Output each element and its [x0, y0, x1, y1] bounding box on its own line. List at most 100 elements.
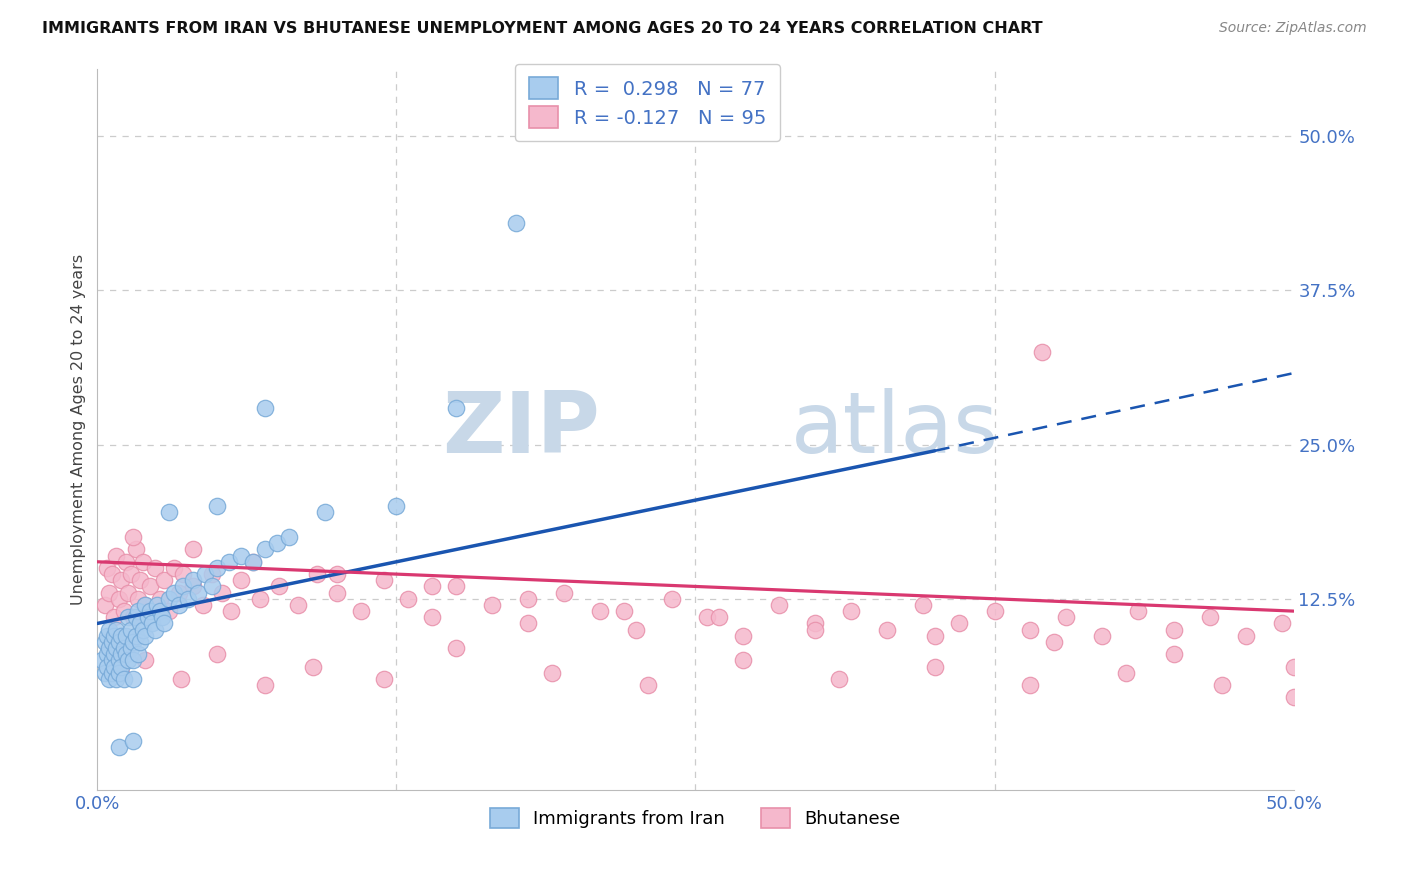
- Point: [181, 574, 204, 588]
- Point: [167, 598, 190, 612]
- Point: [373, 672, 395, 686]
- Point: [108, 739, 131, 754]
- Point: [481, 598, 503, 612]
- Point: [242, 555, 264, 569]
- Point: [108, 635, 131, 649]
- Point: [115, 629, 138, 643]
- Point: [103, 629, 125, 643]
- Point: [157, 604, 180, 618]
- Point: [134, 653, 156, 667]
- Point: [120, 567, 142, 582]
- Point: [253, 542, 276, 557]
- Point: [170, 672, 193, 686]
- Point: [1282, 690, 1305, 705]
- Point: [983, 604, 1005, 618]
- Point: [1091, 629, 1114, 643]
- Text: IMMIGRANTS FROM IRAN VS BHUTANESE UNEMPLOYMENT AMONG AGES 20 TO 24 YEARS CORRELA: IMMIGRANTS FROM IRAN VS BHUTANESE UNEMPL…: [42, 21, 1043, 37]
- Point: [117, 653, 139, 667]
- Point: [314, 506, 336, 520]
- Point: [839, 604, 862, 618]
- Point: [91, 653, 114, 667]
- Point: [1163, 647, 1185, 661]
- Point: [96, 561, 118, 575]
- Point: [93, 635, 115, 649]
- Point: [517, 616, 540, 631]
- Point: [112, 641, 135, 656]
- Point: [696, 610, 718, 624]
- Point: [307, 567, 329, 582]
- Point: [444, 641, 467, 656]
- Point: [541, 665, 564, 680]
- Point: [117, 610, 139, 624]
- Point: [96, 659, 118, 673]
- Point: [804, 623, 827, 637]
- Point: [876, 623, 898, 637]
- Point: [163, 585, 186, 599]
- Point: [444, 401, 467, 415]
- Point: [96, 629, 118, 643]
- Point: [122, 635, 145, 649]
- Point: [242, 555, 264, 569]
- Point: [589, 604, 612, 618]
- Point: [277, 530, 299, 544]
- Point: [108, 591, 131, 606]
- Point: [1211, 678, 1233, 692]
- Point: [100, 567, 122, 582]
- Point: [139, 579, 162, 593]
- Point: [218, 555, 240, 569]
- Point: [148, 604, 170, 618]
- Point: [1163, 623, 1185, 637]
- Point: [733, 653, 755, 667]
- Point: [1126, 604, 1149, 618]
- Point: [103, 610, 125, 624]
- Point: [98, 585, 121, 599]
- Point: [120, 641, 142, 656]
- Point: [1199, 610, 1222, 624]
- Point: [134, 629, 156, 643]
- Point: [924, 659, 946, 673]
- Point: [325, 585, 347, 599]
- Point: [100, 635, 122, 649]
- Point: [117, 585, 139, 599]
- Point: [177, 591, 200, 606]
- Point: [444, 579, 467, 593]
- Point: [143, 561, 166, 575]
- Point: [143, 623, 166, 637]
- Point: [768, 598, 790, 612]
- Point: [93, 598, 115, 612]
- Point: [709, 610, 731, 624]
- Point: [172, 567, 194, 582]
- Point: [420, 579, 443, 593]
- Text: ZIP: ZIP: [441, 388, 600, 471]
- Point: [163, 561, 186, 575]
- Point: [110, 574, 132, 588]
- Point: [420, 610, 443, 624]
- Point: [129, 635, 152, 649]
- Point: [201, 579, 224, 593]
- Point: [253, 678, 276, 692]
- Point: [105, 623, 128, 637]
- Point: [1271, 616, 1294, 631]
- Point: [253, 401, 276, 415]
- Point: [98, 672, 121, 686]
- Point: [105, 549, 128, 563]
- Point: [373, 574, 395, 588]
- Point: [1234, 629, 1257, 643]
- Point: [924, 629, 946, 643]
- Point: [103, 659, 125, 673]
- Point: [157, 506, 180, 520]
- Legend: Immigrants from Iran, Bhutanese: Immigrants from Iran, Bhutanese: [482, 801, 908, 835]
- Point: [127, 604, 149, 618]
- Point: [122, 672, 145, 686]
- Point: [105, 641, 128, 656]
- Point: [124, 610, 146, 624]
- Point: [229, 549, 252, 563]
- Point: [127, 647, 149, 661]
- Point: [100, 665, 122, 680]
- Text: Source: ZipAtlas.com: Source: ZipAtlas.com: [1219, 21, 1367, 36]
- Point: [98, 641, 121, 656]
- Point: [211, 585, 233, 599]
- Point: [187, 585, 209, 599]
- Y-axis label: Unemployment Among Ages 20 to 24 years: Unemployment Among Ages 20 to 24 years: [72, 253, 86, 605]
- Point: [505, 216, 527, 230]
